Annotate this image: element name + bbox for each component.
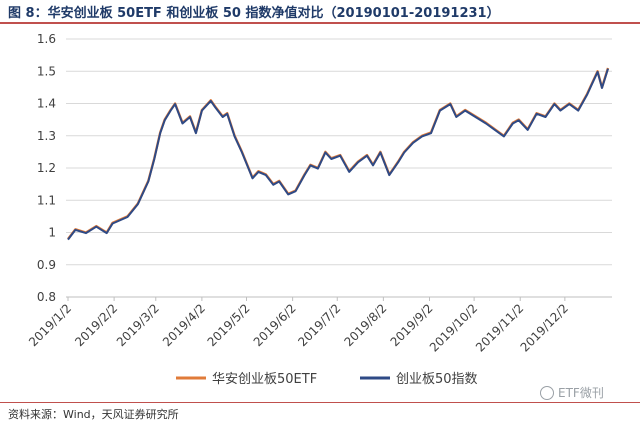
x-tick-label: 2019/2/2 [72,301,120,349]
x-tick-label: 2019/12/2 [518,301,571,354]
series-line-etf [67,67,610,240]
y-axis-ticks: 0.8 0.9 1 1.1 1.2 1.3 1.4 1.5 1.6 [37,32,56,304]
legend: 华安创业板50ETF 创业板50指数 [176,372,478,387]
y-tick-label: 0.9 [37,258,56,272]
y-tick-label: 1.5 [37,64,56,78]
chart: 0.8 0.9 1 1.1 1.2 1.3 1.4 1.5 1.6 2019/1/22019/2… [26,32,612,387]
wechat-icon [540,385,554,400]
page-title: 图 8：华安创业板 50ETF 和创业板 50 指数净值对比（20190101-… [8,6,500,21]
y-tick-label: 1.1 [37,193,56,207]
watermark-text: ETF微刊 [558,386,604,400]
x-tick-label: 2019/3/2 [114,301,162,349]
title-divider [0,22,640,24]
series-lines [67,67,610,241]
x-tick-label: 2019/8/2 [341,301,389,349]
y-tick-label: 1.4 [37,97,56,111]
y-tick-label: 1.2 [37,161,56,175]
y-tick-label: 0.8 [37,290,56,304]
x-tick-label: 2019/10/2 [427,301,480,354]
watermark: ETF微刊 [540,384,604,401]
x-tick-label: 2019/4/2 [160,301,208,349]
legend-label: 华安创业板50ETF [212,372,317,387]
source-divider [0,402,640,403]
grid-lines [66,38,612,266]
x-axis-ticks: 2019/1/22019/2/22019/3/22019/4/22019/5/2… [26,297,571,355]
x-tick-label: 2019/6/2 [251,301,299,349]
x-tick-label: 2019/7/2 [295,301,343,349]
y-tick-label: 1.3 [37,129,56,143]
y-tick-label: 1 [48,226,56,240]
source-note: 资料来源：Wind，天风证券研究所 [8,408,179,421]
x-tick-label: 2019/5/2 [205,301,253,349]
y-tick-label: 1.6 [37,32,56,46]
legend-label: 创业板50指数 [396,372,478,387]
series-line-index [67,68,609,241]
x-tick-label: 2019/1/2 [26,301,74,349]
